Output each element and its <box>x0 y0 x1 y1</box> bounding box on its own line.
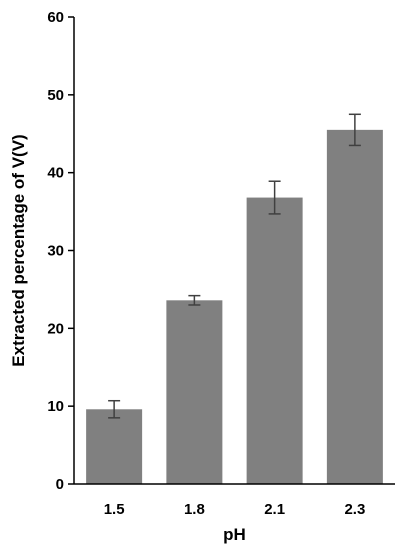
bar-2.1 <box>246 197 303 484</box>
x-tick-label: 1.5 <box>104 501 125 518</box>
error-bar-2.1 <box>268 180 281 215</box>
error-bar-2.3 <box>348 113 361 147</box>
bar-1.5 <box>86 409 143 484</box>
error-bar-1.8 <box>188 294 201 306</box>
bar-2.3 <box>326 129 383 484</box>
y-tick-label: 0 <box>56 476 64 493</box>
y-tick-label: 40 <box>47 165 64 182</box>
y-tick-label: 60 <box>47 9 64 26</box>
x-tick-label: 2.1 <box>264 501 285 518</box>
y-axis-title: Extracted percentage of V(V) <box>9 134 28 366</box>
x-ticks-layer: 1.5 1.8 2.1 2.3 <box>104 501 366 518</box>
y-tick-label: 20 <box>47 320 64 337</box>
y-ticks-layer: 0 10 20 30 40 50 60 <box>47 9 74 493</box>
x-tick-label: 2.3 <box>344 501 365 518</box>
x-tick-label: 1.8 <box>184 501 205 518</box>
y-tick-label: 10 <box>47 398 64 415</box>
y-tick-label: 30 <box>47 243 64 260</box>
error-bar-1.5 <box>108 399 121 419</box>
x-axis-title: pH <box>223 525 246 544</box>
bars-layer <box>86 129 383 484</box>
y-tick-label: 50 <box>47 87 64 104</box>
bar-1.8 <box>166 300 223 484</box>
error-bars-layer <box>108 113 361 419</box>
